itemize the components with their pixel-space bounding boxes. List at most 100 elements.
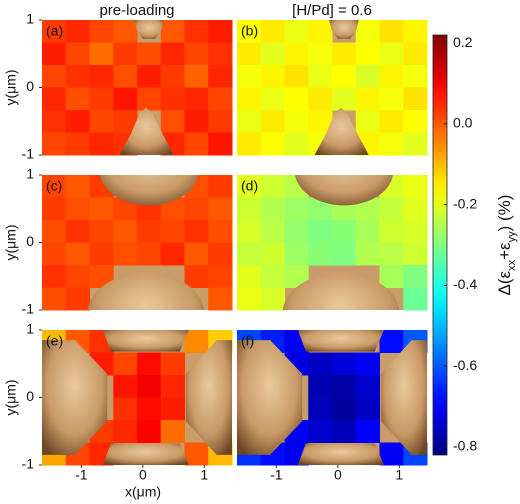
heat-cell [89, 265, 114, 288]
heat-cell [113, 65, 138, 88]
heat-cell [332, 420, 357, 443]
colorbar [432, 34, 448, 456]
heat-cell [137, 242, 162, 266]
heat-cell [237, 175, 262, 198]
y-tick-label: -1 [22, 301, 35, 317]
heat-cell [260, 87, 285, 111]
heat-cell [137, 375, 162, 398]
heat-cell [332, 65, 357, 88]
heat-cell [65, 197, 90, 221]
x-tick-label: 1 [200, 467, 208, 483]
heat-cell [160, 42, 185, 66]
heat-cell [284, 87, 309, 111]
electrode [185, 340, 232, 455]
heat-cell [208, 132, 233, 156]
heat-cell [284, 197, 309, 221]
y-tick-label: -1 [22, 456, 35, 472]
heat-cell [355, 110, 380, 133]
heat-cell [379, 65, 404, 88]
x-tick-label: -1 [75, 467, 88, 483]
heat-cell [260, 242, 285, 266]
heat-cell [65, 87, 90, 111]
heat-cell [208, 265, 233, 288]
electrode [314, 107, 369, 155]
heat-cell [308, 352, 333, 376]
heat-cell [208, 87, 233, 111]
heat-cell [160, 352, 185, 376]
heat-cell [355, 65, 380, 88]
y-tick-label: 0 [26, 78, 34, 94]
colorbar-tick-label: 0.0 [453, 115, 473, 131]
heat-cell [42, 87, 67, 111]
heat-cell [355, 197, 380, 221]
heat-cell [308, 65, 333, 88]
heat-cell [184, 42, 209, 66]
electrodes [282, 175, 400, 310]
heat-cell [332, 42, 357, 66]
heat-cell [284, 265, 309, 288]
heat-cell [403, 220, 428, 243]
heat-cell [208, 110, 233, 133]
electrode [119, 107, 174, 155]
heat-cell [308, 110, 333, 133]
panel-label: (d) [241, 178, 258, 194]
heat-cell [379, 330, 404, 353]
heat-cell [42, 20, 67, 43]
heat-cell [284, 110, 309, 133]
heat-cell [308, 220, 333, 243]
heat-cell [403, 65, 428, 88]
heat-cell [208, 42, 233, 66]
electrode [282, 272, 400, 310]
heat-cell [184, 442, 209, 466]
heat-cell [65, 20, 90, 43]
heat-cell [160, 110, 185, 133]
heat-cell [208, 242, 233, 266]
heat-cell [284, 132, 309, 156]
heat-cell [137, 220, 162, 243]
heat-cell [65, 265, 90, 288]
heat-cell [137, 352, 162, 376]
panel-label: (a) [46, 23, 63, 39]
heat-cell [208, 20, 233, 43]
colorbar-label-part: xx [506, 259, 518, 271]
colorbar-tick-label: 0.2 [453, 34, 473, 50]
heat-cell [379, 197, 404, 221]
heat-cell [137, 65, 162, 88]
heat-cell [260, 197, 285, 221]
heat-cell [208, 287, 233, 311]
heat-cell [403, 197, 428, 221]
heat-cell [403, 20, 428, 43]
heat-cell [65, 242, 90, 266]
y-tick-label: 0 [26, 233, 34, 249]
panel: (a) -1 0 1 y(μm) [3, 11, 233, 162]
heat-cell [137, 87, 162, 111]
panel: (e) -1 0 1 y(μm) -1 0 1 [3, 321, 233, 483]
heat-cell [65, 287, 90, 311]
colorbar-tick-label: -0.2 [453, 195, 477, 211]
heat-cell [42, 110, 67, 133]
panel: (c) -1 0 1 y(μm) [3, 166, 233, 317]
heat-cell [208, 175, 233, 198]
colorbar-label-part: ) (%) [495, 195, 514, 232]
electrode [329, 20, 359, 39]
heat-cell [160, 65, 185, 88]
x-axis-label: x(μm) [125, 484, 161, 500]
heat-cell [89, 132, 114, 156]
heat-cell [260, 220, 285, 243]
heat-cell [260, 110, 285, 133]
colorbar-tick-label: -0.6 [453, 357, 477, 373]
heat-cell [160, 375, 185, 398]
heat-cell [113, 375, 138, 398]
heat-cell [379, 442, 404, 466]
y-axis-label: y(μm) [3, 379, 19, 415]
heat-cell [42, 42, 67, 66]
heat-cell [42, 132, 67, 156]
heat-cell [308, 42, 333, 66]
colorbar-label-part: yy [506, 231, 518, 243]
heat-cell [237, 65, 262, 88]
heat-cell [160, 242, 185, 266]
heat-cell [65, 175, 90, 198]
heat-cell [184, 132, 209, 156]
heat-cell [113, 87, 138, 111]
